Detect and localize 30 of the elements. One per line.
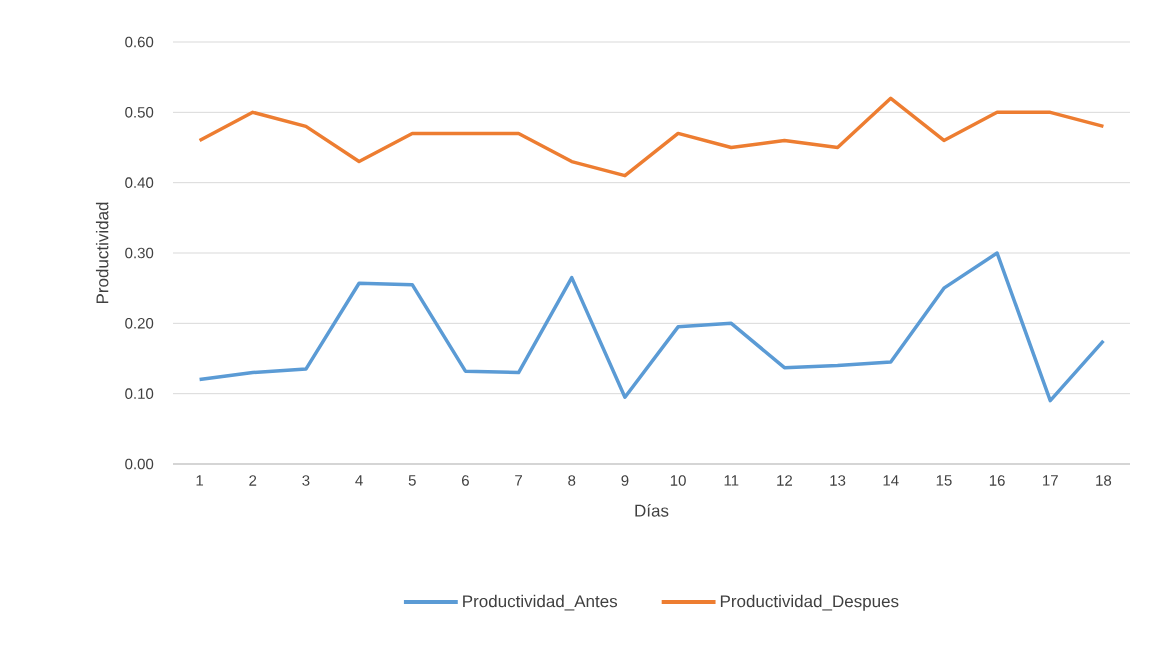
x-tick-label: 2 bbox=[249, 475, 257, 486]
y-axis-title: Productividad bbox=[95, 202, 109, 304]
x-tick-label: 8 bbox=[568, 475, 576, 486]
y-tick-label: 0.20 bbox=[125, 318, 154, 329]
x-axis-title: Días bbox=[635, 504, 669, 517]
x-tick-label: 16 bbox=[989, 475, 1005, 486]
x-tick-label: 11 bbox=[724, 475, 739, 486]
y-tick-label: 0.30 bbox=[125, 247, 154, 259]
x-tick-label: 9 bbox=[621, 475, 629, 486]
x-tick-label: 10 bbox=[670, 475, 686, 486]
x-tick-label: 3 bbox=[302, 475, 310, 486]
y-tick-label: 0.50 bbox=[125, 107, 154, 118]
x-tick-label: 7 bbox=[515, 475, 523, 486]
legend-label: Productividad_Despues bbox=[720, 594, 899, 611]
y-tick-label: 0.00 bbox=[125, 458, 154, 470]
x-tick-label: 18 bbox=[1096, 475, 1112, 486]
x-tick-label: 14 bbox=[883, 475, 899, 486]
y-tick-label: 0.60 bbox=[125, 36, 154, 48]
x-tick-label: 13 bbox=[830, 475, 846, 486]
x-tick-label: 6 bbox=[462, 475, 469, 486]
line-series bbox=[197, 251, 1106, 403]
x-tick-label: 17 bbox=[1043, 475, 1058, 486]
x-tick-label: 4 bbox=[355, 475, 363, 486]
x-tick-label: 15 bbox=[936, 475, 952, 486]
x-tick-label: 1 bbox=[196, 475, 204, 486]
x-tick-label: 5 bbox=[408, 475, 416, 486]
legend-label: Productividad_Antes bbox=[463, 594, 618, 611]
x-tick-label: 12 bbox=[777, 475, 793, 486]
y-tick-label: 0.10 bbox=[125, 388, 154, 399]
y-tick-label: 0.40 bbox=[125, 177, 154, 188]
